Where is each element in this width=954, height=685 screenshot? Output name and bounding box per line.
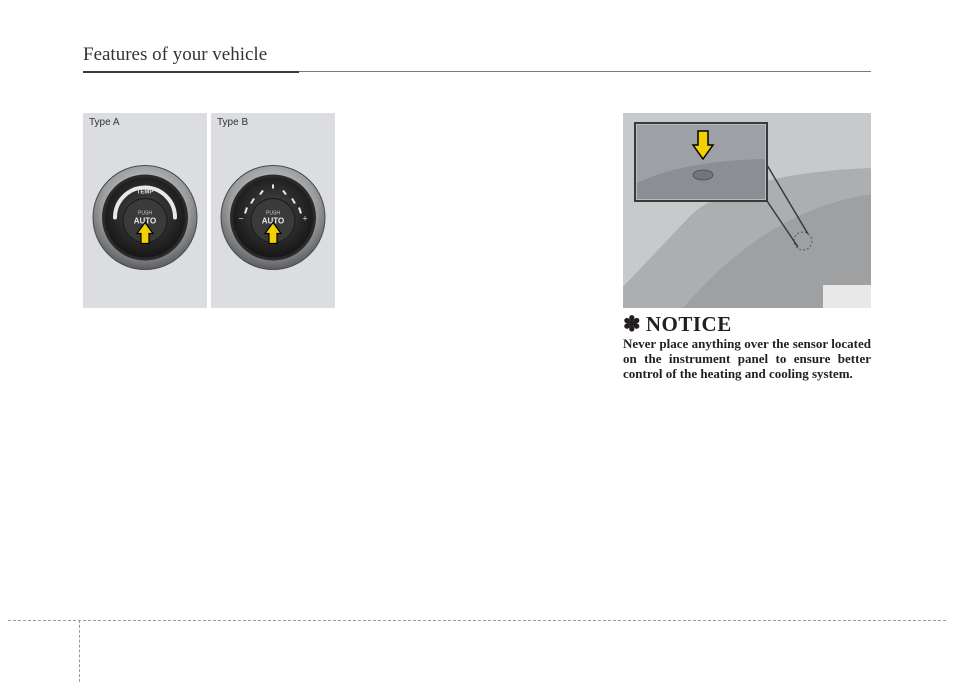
header-rule-accent <box>83 71 299 73</box>
dial-a-top-text: TEMP <box>137 190 154 196</box>
page-title: Features of your vehicle <box>83 44 871 66</box>
dial-a: TEMP PUSH AUTO <box>91 164 199 277</box>
dial-figures: Type A <box>83 113 335 308</box>
notice-block: ✽ NOTICE Never place anything over the s… <box>623 314 871 382</box>
svg-text:+: + <box>302 214 307 224</box>
footer-rule-v <box>79 620 80 682</box>
sensor-figure <box>623 113 871 308</box>
footer-rule-h <box>8 620 946 621</box>
dial-type-label-b: Type B <box>217 117 248 128</box>
notice-heading: NOTICE <box>646 312 732 336</box>
dial-figure-a: Type A <box>83 113 207 308</box>
svg-text:−: − <box>238 214 243 224</box>
dial-type-label-a: Type A <box>89 117 120 128</box>
notice-marker: ✽ <box>623 312 641 336</box>
page-header: Features of your vehicle <box>83 44 871 73</box>
notice-text: Never place anything over the sensor loc… <box>623 337 871 382</box>
dial-b: − + PUSH AUTO <box>219 164 327 277</box>
dial-figure-b: Type B <box>211 113 335 308</box>
